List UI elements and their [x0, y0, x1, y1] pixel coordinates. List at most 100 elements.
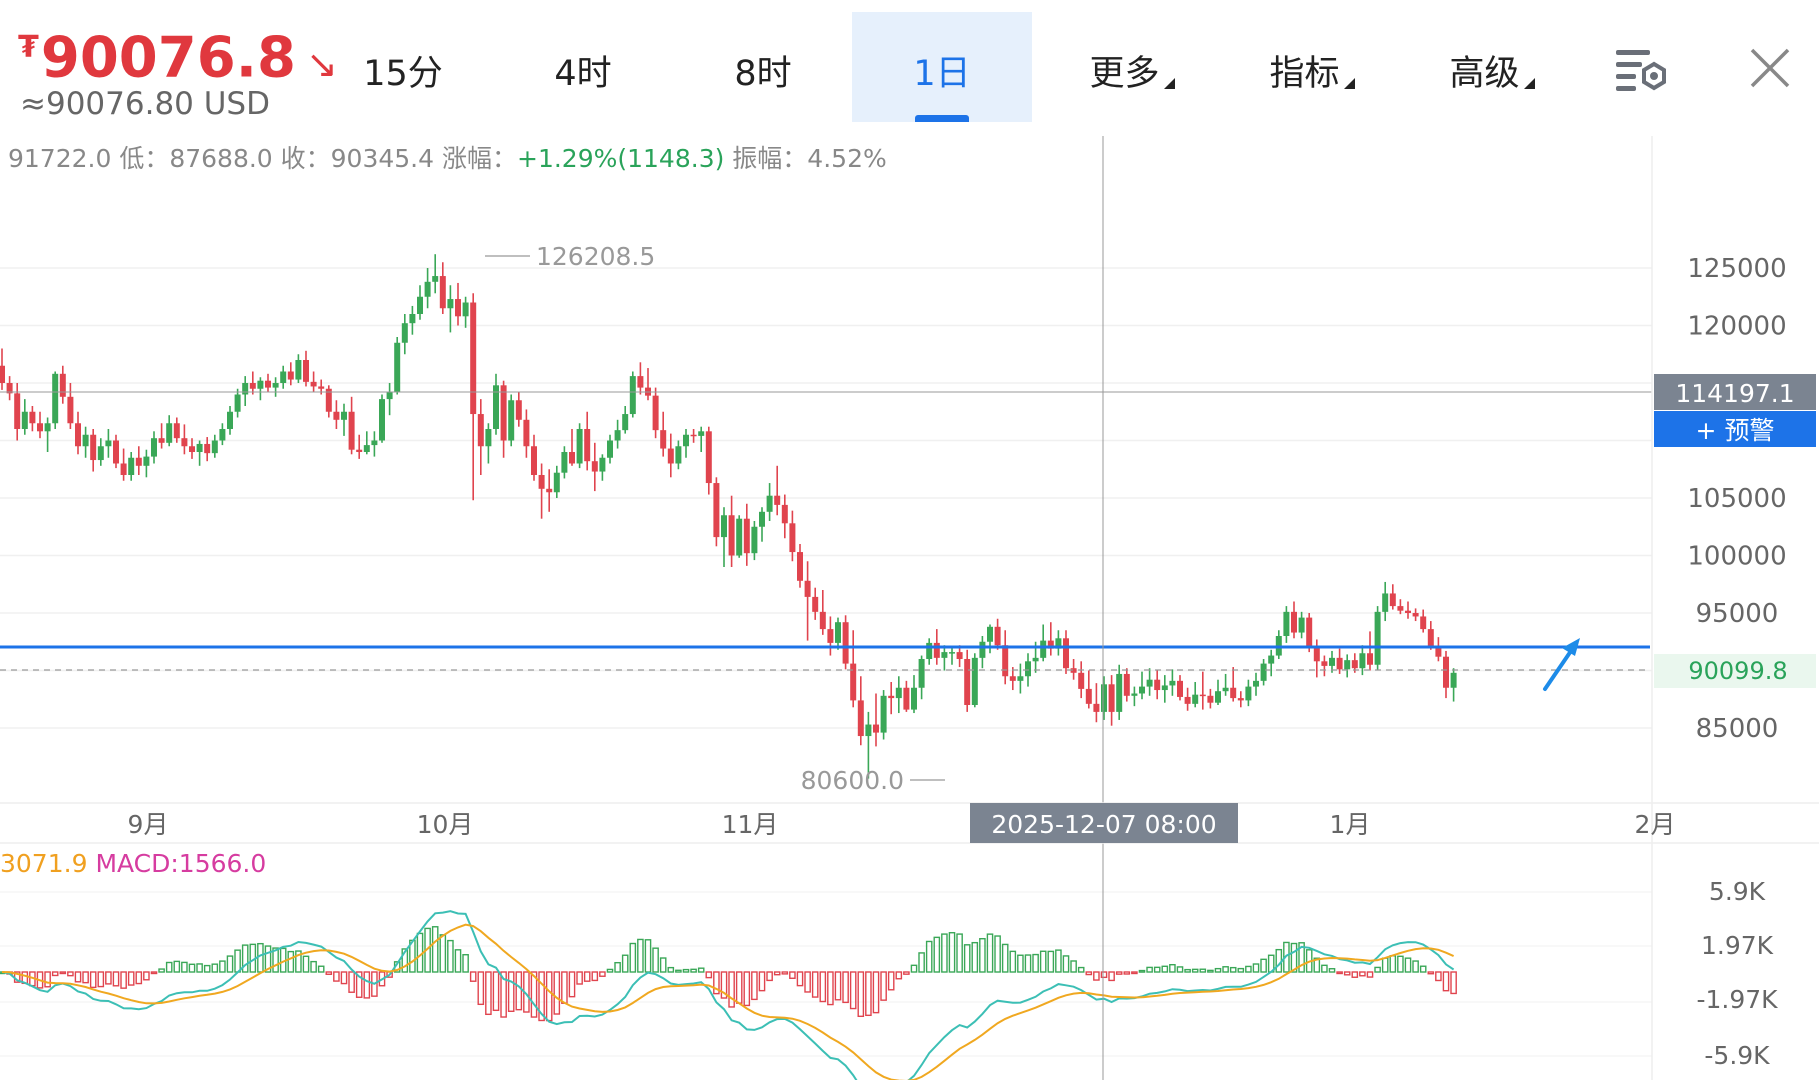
- tab-advanced[interactable]: 高级: [1432, 12, 1552, 122]
- candle: [219, 423, 226, 446]
- macd-bar: [454, 949, 462, 973]
- candle: [1427, 621, 1434, 650]
- candle-body: [842, 622, 849, 664]
- candle-body: [819, 611, 826, 630]
- candle-body: [1040, 640, 1047, 658]
- crosshair-price-tag: 114197.1: [1654, 374, 1816, 410]
- candle: [675, 440, 682, 470]
- macd-bar: [1290, 942, 1298, 973]
- candle: [1146, 668, 1153, 696]
- candle: [721, 507, 727, 567]
- macd-bar: [44, 971, 51, 988]
- candle-body: [683, 434, 689, 447]
- last-price-value: 90076.8: [40, 25, 296, 91]
- macd-bar: [51, 971, 59, 977]
- candle: [439, 262, 446, 314]
- tab-more[interactable]: 更多: [1072, 12, 1192, 122]
- candle-body: [341, 411, 347, 420]
- candle: [6, 376, 13, 401]
- candle: [1230, 667, 1237, 702]
- candle-body: [401, 323, 408, 343]
- macd-bar: [561, 971, 568, 1004]
- macd-bar: [621, 954, 629, 973]
- dropdown-triangle-icon: [1343, 78, 1355, 89]
- x-axis-label: 2月: [1635, 810, 1676, 839]
- candle-body: [508, 400, 515, 441]
- tab-1d[interactable]: 1日: [852, 12, 1032, 122]
- macd-bar: [143, 971, 150, 981]
- candle: [1382, 581, 1389, 622]
- candle-body: [766, 495, 773, 512]
- candle-body: [310, 381, 317, 387]
- candle: [59, 365, 66, 404]
- macd-bar: [637, 938, 644, 973]
- amplitude-text: 振幅：4.52%: [724, 144, 887, 173]
- candle: [553, 465, 560, 498]
- candle: [645, 368, 651, 401]
- candle: [865, 711, 872, 779]
- macd-bar: [971, 941, 979, 973]
- candle-body: [759, 511, 765, 527]
- candle-body: [1032, 657, 1039, 662]
- macd-bar: [82, 971, 89, 984]
- tab-4h[interactable]: 4时: [512, 12, 654, 122]
- candle: [1108, 675, 1115, 726]
- macd-bar: [827, 971, 834, 1006]
- macd-bar: [941, 933, 948, 973]
- close-icon[interactable]: [1748, 46, 1792, 90]
- chart-settings-icon[interactable]: [1612, 44, 1668, 100]
- macd-bar: [804, 971, 811, 993]
- candle: [272, 377, 279, 397]
- candle: [1177, 675, 1183, 701]
- macd-bar: [447, 939, 454, 973]
- candle: [1443, 650, 1449, 699]
- y-axis-label: 100000: [1687, 542, 1786, 572]
- active-tab-indicator: [915, 115, 969, 122]
- macd-bar: [188, 963, 196, 973]
- candle: [166, 415, 173, 447]
- candle: [44, 417, 51, 452]
- tab-indicators[interactable]: 指标: [1252, 12, 1372, 122]
- macd-bar: [925, 940, 933, 973]
- candle: [1101, 676, 1107, 720]
- macd-y-label: 1.97K: [1701, 931, 1774, 960]
- candle: [181, 424, 188, 455]
- candle: [135, 446, 142, 475]
- candles: [0, 254, 1457, 779]
- candle-body: [447, 299, 454, 309]
- candle-body: [386, 392, 393, 400]
- candle-body: [964, 659, 971, 705]
- macd-bar: [226, 955, 234, 973]
- macd-bar: [1085, 971, 1093, 976]
- candle-body: [1260, 663, 1267, 681]
- macd-bar: [857, 971, 865, 1018]
- macd-bar: [302, 955, 310, 973]
- candle-body: [333, 411, 340, 420]
- macd-bar: [766, 971, 773, 982]
- candle: [424, 268, 431, 309]
- candle-body: [1329, 657, 1335, 666]
- tab-8h[interactable]: 8时: [692, 12, 834, 122]
- candle: [1397, 599, 1404, 615]
- candle: [827, 616, 834, 656]
- macd-bar: [211, 963, 219, 973]
- trend-arrow-shaft: [1543, 646, 1575, 691]
- candle-body: [1078, 672, 1085, 689]
- macd-bar: [371, 971, 378, 997]
- candle: [379, 394, 385, 443]
- candle-body: [705, 431, 712, 484]
- candle-body: [493, 385, 499, 429]
- candle-body: [356, 449, 363, 452]
- alert-button[interactable]: + 预警: [1654, 411, 1816, 447]
- candle: [143, 449, 150, 478]
- candle: [409, 305, 416, 335]
- macd-bar: [576, 971, 583, 985]
- candle-body: [120, 463, 127, 475]
- candle-body: [257, 380, 264, 389]
- candle-body: [265, 380, 271, 388]
- candle: [14, 383, 21, 441]
- axes: [0, 136, 1819, 1080]
- candle-body: [774, 495, 781, 505]
- tab-15min[interactable]: 15分: [332, 12, 474, 122]
